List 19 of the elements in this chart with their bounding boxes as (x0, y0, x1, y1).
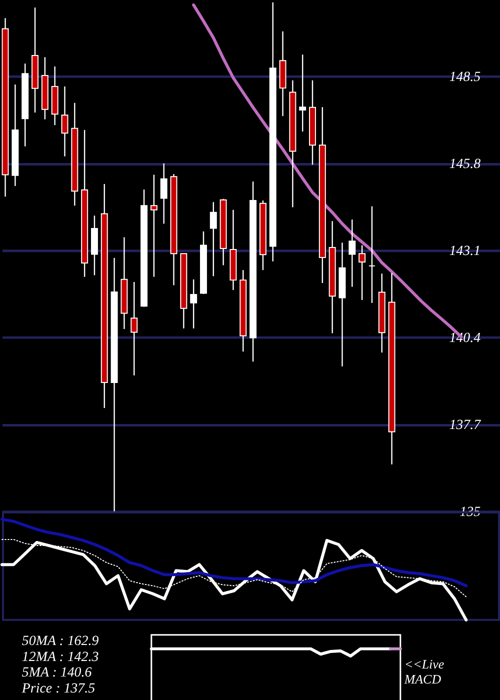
candlestick (299, 54, 306, 132)
candlestick (358, 244, 366, 301)
candlestick (130, 281, 138, 376)
candlestick (190, 278, 198, 329)
y-tick-label: 145.8 (449, 156, 481, 172)
candlestick (368, 206, 376, 304)
text: 50MA : 162.9 (22, 634, 99, 649)
candlestick (61, 86, 68, 157)
candlestick (348, 218, 356, 288)
text: <<Live MACD (403, 656, 444, 687)
text: 12MA : 142.3 (22, 650, 99, 665)
text: Price : 137.5 (20, 682, 96, 697)
y-tick-label: 143.1 (449, 244, 481, 259)
y-tick-label: 148.5 (449, 70, 481, 85)
y-tick-label: 137.7 (449, 418, 482, 433)
candlestick (150, 174, 158, 278)
candlestick (210, 202, 217, 277)
candlestick (160, 162, 168, 224)
text: 5MA : 140.6 (22, 666, 92, 681)
